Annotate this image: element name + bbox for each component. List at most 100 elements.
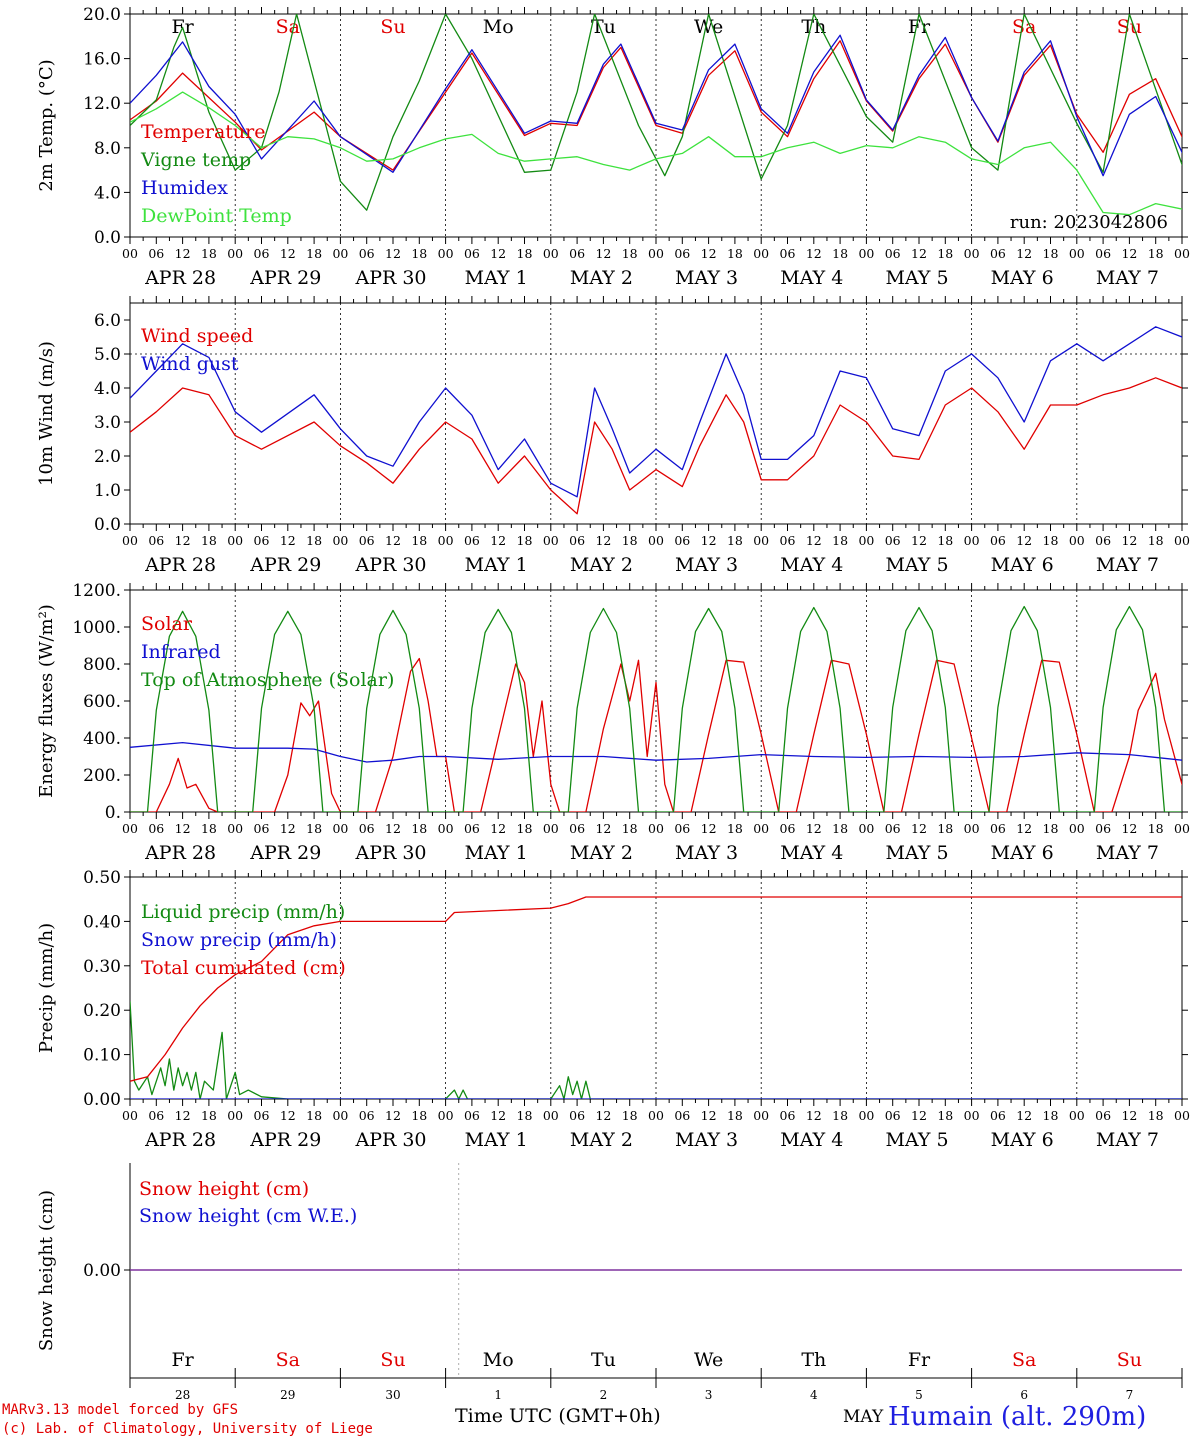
hour-tick-label: 12 <box>1121 246 1137 261</box>
hour-tick-label: 18 <box>622 821 638 836</box>
hour-tick-label: 00 <box>227 821 243 836</box>
hour-tick-label: 18 <box>1043 533 1059 548</box>
day-number-label: 4 <box>810 1388 818 1402</box>
y-tick-label: 8.0 <box>94 139 121 159</box>
y-tick-label: 1000. <box>72 618 121 638</box>
hour-tick-label: 18 <box>832 1108 848 1123</box>
hour-tick-label: 00 <box>964 533 980 548</box>
hour-tick-label: 00 <box>858 1108 874 1123</box>
hour-tick-label: 00 <box>858 246 874 261</box>
hour-tick-label: 18 <box>201 1108 217 1123</box>
day-number-label: 5 <box>915 1388 923 1402</box>
y-tick-label: 4.0 <box>94 379 121 399</box>
hour-tick-label: 00 <box>438 821 454 836</box>
hour-tick-label: 06 <box>148 246 164 261</box>
hour-tick-label: 12 <box>280 533 296 548</box>
hour-tick-label: 06 <box>990 246 1006 261</box>
hour-tick-label: 00 <box>1174 533 1190 548</box>
hour-tick-label: 18 <box>201 533 217 548</box>
day-of-week-label: We <box>694 16 723 38</box>
hour-tick-label: 00 <box>858 533 874 548</box>
hour-tick-label: 00 <box>648 246 664 261</box>
hour-tick-label: 12 <box>911 1108 927 1123</box>
hour-tick-label: 18 <box>832 246 848 261</box>
date-label: APR 30 <box>354 1129 426 1151</box>
date-label: MAY 4 <box>780 842 843 864</box>
hour-tick-label: 18 <box>201 821 217 836</box>
hour-tick-label: 00 <box>1069 1108 1085 1123</box>
legend-total-cumulated-cm: Total cumulated (cm) <box>141 957 346 979</box>
hour-tick-label: 00 <box>332 246 348 261</box>
y-tick-label: 600. <box>83 692 121 712</box>
hour-tick-label: 18 <box>411 821 427 836</box>
hour-tick-label: 18 <box>411 1108 427 1123</box>
y-axis-label: Energy fluxes (W/m²) <box>36 604 57 798</box>
lab-credit: (c) Lab. of Climatology, University of L… <box>2 1421 373 1437</box>
y-tick-label: 4.0 <box>94 183 121 203</box>
day-number-label: 3 <box>705 1388 713 1402</box>
hour-tick-label: 00 <box>122 1108 138 1123</box>
hour-tick-label: 06 <box>569 821 585 836</box>
month-label: MAY <box>843 1407 884 1427</box>
hour-tick-label: 18 <box>1148 821 1164 836</box>
hour-tick-label: 00 <box>227 533 243 548</box>
hour-tick-label: 12 <box>701 821 717 836</box>
day-number-label: 7 <box>1126 1388 1134 1402</box>
hour-tick-label: 00 <box>332 533 348 548</box>
legend-liquid-precip-mm-h: Liquid precip (mm/h) <box>141 901 345 923</box>
hour-tick-label: 00 <box>964 246 980 261</box>
series-group <box>130 326 1182 515</box>
hour-tick-label: 18 <box>1148 1108 1164 1123</box>
y-tick-label: 3.0 <box>94 413 121 433</box>
hour-tick-label: 12 <box>1121 1108 1137 1123</box>
y-tick-label: 0.00 <box>83 1261 121 1281</box>
hour-tick-label: 00 <box>1174 1108 1190 1123</box>
date-label: APR 28 <box>144 267 216 289</box>
legend-wind-speed: Wind speed <box>141 325 253 347</box>
hour-tick-label: 12 <box>385 246 401 261</box>
date-label: APR 29 <box>249 1129 321 1151</box>
y-axis-label: 10m Wind (m/s) <box>36 341 57 486</box>
y-tick-label: 0.50 <box>83 868 121 888</box>
day-of-week-label: Th <box>801 16 826 38</box>
hour-tick-label: 18 <box>727 821 743 836</box>
date-label: MAY 6 <box>991 842 1054 864</box>
day-number-label: 29 <box>280 1388 295 1402</box>
hour-tick-label: 18 <box>622 533 638 548</box>
hour-tick-label: 06 <box>464 1108 480 1123</box>
series-line-infrared <box>130 741 1182 763</box>
hour-tick-label: 06 <box>569 1108 585 1123</box>
date-label: MAY 7 <box>1096 1129 1159 1151</box>
model-credit: MARv3.13 model forced by GFS <box>2 1402 239 1418</box>
date-label: MAY 2 <box>570 554 633 576</box>
legend-dewpoint-temp: DewPoint Temp <box>141 205 292 227</box>
hour-tick-label: 06 <box>780 246 796 261</box>
date-label: APR 30 <box>354 267 426 289</box>
date-label: APR 29 <box>249 554 321 576</box>
legend-snow-height-cm-w-e: Snow height (cm W.E.) <box>139 1205 357 1227</box>
series-line-top-of-atmosphere-solar <box>130 605 1182 812</box>
hour-tick-label: 12 <box>911 246 927 261</box>
legend-vigne-temp: Vigne temp <box>140 149 251 171</box>
hour-tick-label: 00 <box>753 533 769 548</box>
date-label: MAY 7 <box>1096 554 1159 576</box>
day-of-week-label: Su <box>1117 16 1142 38</box>
day-of-week-label: Th <box>801 1349 826 1371</box>
hour-tick-label: 00 <box>753 821 769 836</box>
hour-tick-label: 12 <box>595 533 611 548</box>
hour-tick-label: 06 <box>359 533 375 548</box>
wind-panel: 0.0 1.0 2.0 3.0 4.0 5.0 6.0 10m Wind (m/s) 00 06 1… <box>36 296 1190 576</box>
hour-tick-label: 00 <box>543 246 559 261</box>
hour-tick-label: 06 <box>464 533 480 548</box>
hour-tick-label: 12 <box>175 533 191 548</box>
hour-tick-label: 06 <box>885 533 901 548</box>
hour-tick-label: 00 <box>227 246 243 261</box>
hour-tick-label: 06 <box>148 533 164 548</box>
hour-tick-label: 12 <box>806 533 822 548</box>
day-of-week-label: Mo <box>483 1349 514 1371</box>
day-of-week-label: Su <box>380 1349 405 1371</box>
y-tick-label: 0.40 <box>83 912 121 932</box>
hour-tick-label: 18 <box>306 821 322 836</box>
hour-tick-label: 06 <box>1095 1108 1111 1123</box>
site-label: Humain (alt. 290m) <box>888 1402 1147 1432</box>
